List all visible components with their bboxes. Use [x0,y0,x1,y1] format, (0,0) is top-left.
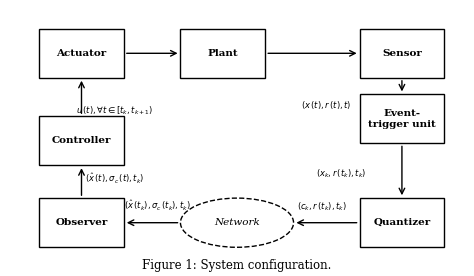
Text: Actuator: Actuator [56,49,107,58]
Text: $u\,(t), \forall t\in[t_k,t_{k+1})$: $u\,(t), \forall t\in[t_k,t_{k+1})$ [76,104,153,117]
FancyBboxPatch shape [39,116,124,165]
Text: $(x\,(t), r\,(t), t)$: $(x\,(t), r\,(t), t)$ [301,99,352,111]
FancyBboxPatch shape [39,198,124,247]
Text: $(\hat{x}\,(t), \sigma_c\,(t), t_k)$: $(\hat{x}\,(t), \sigma_c\,(t), t_k)$ [85,172,144,186]
Text: Observer: Observer [55,218,108,227]
FancyBboxPatch shape [181,29,265,78]
Text: Event-
trigger unit: Event- trigger unit [368,109,436,129]
FancyBboxPatch shape [359,94,444,144]
FancyBboxPatch shape [359,29,444,78]
Ellipse shape [181,198,293,247]
Text: Quantizer: Quantizer [374,218,430,227]
Text: $(x_k, r\,(t_k), t_k)$: $(x_k, r\,(t_k), t_k)$ [316,167,366,180]
Text: $(\hat{x}\,(t_k), \sigma_c\,(t_k), t_k)$: $(\hat{x}\,(t_k), \sigma_c\,(t_k), t_k)$ [124,199,190,213]
Text: Controller: Controller [52,136,111,145]
Text: Figure 1: System configuration.: Figure 1: System configuration. [142,259,332,272]
FancyBboxPatch shape [359,198,444,247]
Text: Network: Network [214,218,260,227]
Text: Sensor: Sensor [382,49,422,58]
Text: Plant: Plant [208,49,238,58]
Text: $(c_k, r\,(t_k), t_k)$: $(c_k, r\,(t_k), t_k)$ [297,200,347,213]
FancyBboxPatch shape [39,29,124,78]
